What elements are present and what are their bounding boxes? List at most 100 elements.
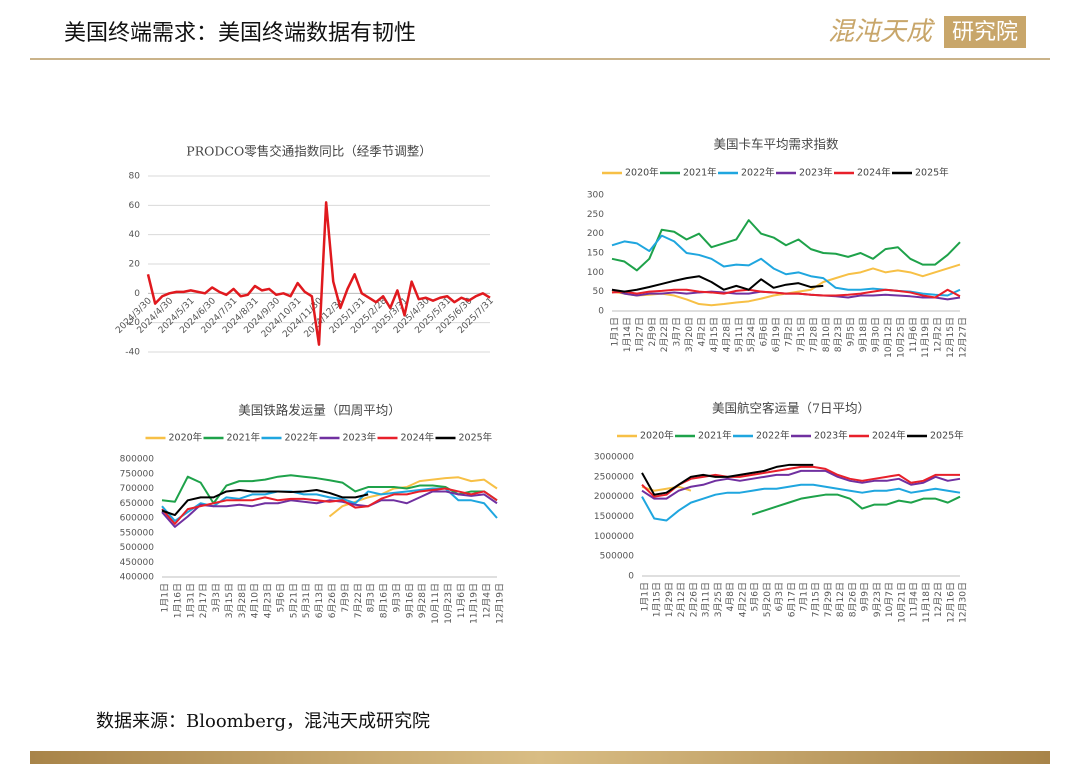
y-tick-label: 800000 <box>120 455 155 465</box>
chart-panel: PRODCO零售交通指数同比（经季节调整）-40-200204060802024… <box>114 144 496 358</box>
x-tick-label: 7月22日 <box>353 583 364 618</box>
data-line <box>611 275 824 293</box>
legend-label: 2025年 <box>930 430 964 442</box>
x-tick-label: 6月17日 <box>786 582 797 617</box>
chart-title: PRODCO零售交通指数同比（经季节调整） <box>186 144 431 159</box>
y-tick-label: 750000 <box>120 469 155 479</box>
chart-title: 美国铁路发运量（四周平均） <box>238 403 401 418</box>
x-tick-label: 11月19日 <box>469 583 480 624</box>
x-tick-label: 8月12日 <box>835 582 846 617</box>
data-line <box>641 465 960 498</box>
data-line <box>641 463 814 496</box>
x-tick-label: 1月1日 <box>610 317 621 346</box>
y-tick-label: 60 <box>129 201 141 211</box>
data-line <box>161 474 498 505</box>
y-tick-label: 700000 <box>120 484 155 494</box>
logo-box <box>944 16 1026 48</box>
legend-label: 2025年 <box>459 432 493 444</box>
x-tick-label: 11月4日 <box>909 582 920 617</box>
x-tick-label: 10月25日 <box>895 317 906 358</box>
legend-label: 2020年 <box>640 430 674 442</box>
legend-label: 2022年 <box>741 167 775 179</box>
x-tick-label: 8月16日 <box>379 583 390 618</box>
x-tick-label: 4月23日 <box>263 583 274 618</box>
y-tick-label: 300 <box>587 191 604 201</box>
x-tick-label: 4月8日 <box>725 582 736 611</box>
x-tick-label: 5月20日 <box>762 582 773 617</box>
legend-label: 2023年 <box>343 432 377 444</box>
x-tick-label: 12月2日 <box>933 582 944 617</box>
x-tick-label: 2月22日 <box>659 317 670 352</box>
x-tick-label: 5月21日 <box>288 583 299 618</box>
x-tick-label: 9月16日 <box>404 583 415 618</box>
x-tick-label: 1月29日 <box>664 582 675 617</box>
x-tick-label: 11月6日 <box>908 317 919 352</box>
x-tick-label: 9月23日 <box>872 582 883 617</box>
y-tick-label: 0 <box>134 289 140 299</box>
x-tick-label: 8月3日 <box>366 583 377 612</box>
x-tick-label: 9月18日 <box>858 317 869 352</box>
x-tick-label: 7月9日 <box>340 583 351 612</box>
x-tick-label: 4月10日 <box>250 583 261 618</box>
legend-label: 2020年 <box>169 432 203 444</box>
y-tick-label: 2500000 <box>594 472 634 482</box>
legend-label: 2025年 <box>915 167 949 179</box>
data-line <box>641 483 961 522</box>
x-tick-label: 9月28日 <box>417 583 428 618</box>
x-tick-label: 7月15日 <box>811 582 822 617</box>
x-tick-label: 12月15日 <box>945 317 956 358</box>
x-tick-label: 12月27日 <box>958 317 969 358</box>
y-tick-label: 2000000 <box>594 492 634 502</box>
x-tick-label: 7月1日 <box>799 582 810 611</box>
x-tick-label: 4月2日 <box>697 317 708 346</box>
legend-label: 2022年 <box>756 430 790 442</box>
y-tick-label: 20 <box>129 260 141 270</box>
x-tick-label: 1月1日 <box>640 582 651 611</box>
legend-label: 2024年 <box>401 432 435 444</box>
x-tick-label: 4月22日 <box>737 582 748 617</box>
x-tick-label: 7月29日 <box>823 582 834 617</box>
x-tick-label: 5月6日 <box>275 583 286 612</box>
chart-title: 美国卡车平均需求指数 <box>713 137 839 152</box>
x-tick-label: 9月9日 <box>860 582 871 611</box>
x-tick-label: 11月19日 <box>920 317 931 358</box>
x-tick-label: 5月6日 <box>750 582 761 611</box>
x-tick-label: 12月2日 <box>933 317 944 352</box>
y-tick-label: 500000 <box>120 543 155 553</box>
x-tick-label: 1月15日 <box>652 582 663 617</box>
x-tick-label: 4月28日 <box>721 317 732 352</box>
chart-title: 美国航空客运量（7日平均） <box>712 401 870 416</box>
x-tick-label: 12月4日 <box>482 583 493 618</box>
x-tick-label: 12月30日 <box>958 582 969 623</box>
x-tick-label: 1月31日 <box>185 583 196 618</box>
x-tick-label: 3月20日 <box>684 317 695 352</box>
y-tick-label: 650000 <box>120 499 155 509</box>
legend-label: 2021年 <box>698 430 732 442</box>
x-tick-label: 6月6日 <box>759 317 770 346</box>
x-tick-label: 11月6日 <box>456 583 467 618</box>
x-tick-label: 5月24日 <box>746 317 757 352</box>
chart-panel: 美国铁路发运量（四周平均） 400000 450000 500000 550000 600… <box>120 403 506 624</box>
legend-label: 2021年 <box>683 167 717 179</box>
x-tick-label: 8月10日 <box>821 317 832 352</box>
x-tick-label: 3月15日 <box>224 583 235 618</box>
x-tick-label: 9月30日 <box>871 317 882 352</box>
legend-label: 2024年 <box>857 167 891 179</box>
x-tick-label: 2月9日 <box>647 317 658 346</box>
x-tick-label: 8月26日 <box>847 582 858 617</box>
legend-label: 2020年 <box>625 167 659 179</box>
x-tick-label: 7月2日 <box>784 317 795 346</box>
y-tick-label: 3000000 <box>594 453 634 463</box>
x-tick-label: 11月18日 <box>921 582 932 623</box>
y-tick-label: 500000 <box>600 552 635 562</box>
x-tick-label: 7月28日 <box>808 317 819 352</box>
x-tick-label: 6月26日 <box>327 583 338 618</box>
y-tick-label: 450000 <box>120 558 155 568</box>
x-tick-label: 12月16日 <box>945 582 956 623</box>
x-tick-label: 6月19日 <box>771 317 782 352</box>
y-tick-label: 400000 <box>120 573 155 583</box>
data-line <box>751 493 961 516</box>
x-tick-label: 8月23日 <box>833 317 844 352</box>
x-tick-label: 1月16日 <box>172 583 183 618</box>
chart-panel: 美国航空客运量（7日平均） 0 500000 1000000 1500000 200000… <box>594 401 969 623</box>
